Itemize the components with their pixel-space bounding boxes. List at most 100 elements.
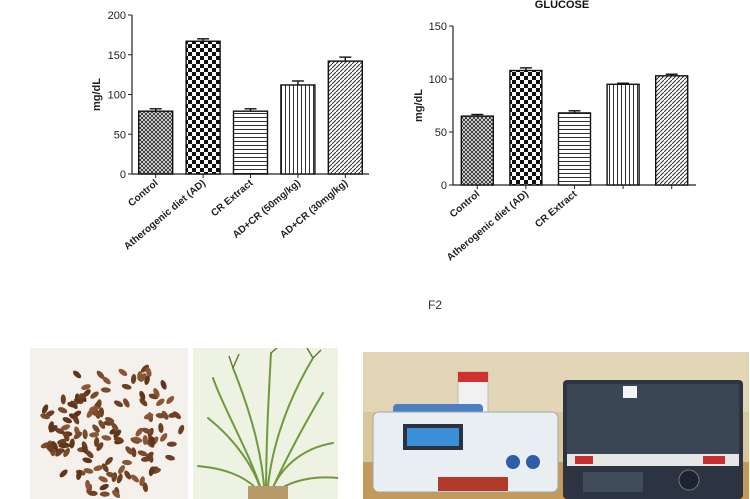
seed (89, 432, 100, 438)
seed (72, 370, 82, 379)
x-tick-label: CR Extract (209, 177, 256, 219)
x-tick-label: Control (126, 178, 160, 209)
y-tick-label: 100 (429, 74, 447, 86)
lab-analyzer-image (363, 352, 749, 499)
seed (102, 376, 111, 385)
seed (58, 442, 69, 449)
y-tick-label: 0 (441, 180, 447, 192)
grass-plant-image (193, 348, 338, 499)
seed (89, 405, 99, 412)
seed (166, 441, 177, 447)
seed (57, 407, 68, 414)
seed (99, 483, 109, 491)
seed (178, 424, 185, 435)
seed (72, 410, 82, 418)
seed (137, 450, 148, 457)
seed (111, 422, 119, 432)
seed (59, 469, 68, 478)
seed (90, 391, 99, 399)
y-tick-label: 150 (108, 50, 126, 62)
grass-plant-photo (193, 348, 338, 499)
seed (41, 404, 49, 414)
seed (48, 421, 54, 431)
y-axis-label: mg/dL (91, 78, 103, 111)
y-tick-label: 150 (429, 21, 447, 33)
seed (83, 468, 94, 474)
y-tick-label: 200 (108, 10, 126, 22)
seed (143, 413, 154, 420)
seed (99, 491, 110, 497)
seed (82, 429, 88, 440)
seed (101, 463, 109, 473)
seed (98, 476, 108, 483)
seed (82, 457, 93, 464)
seed (139, 390, 146, 401)
seed (125, 446, 133, 455)
seed (51, 441, 58, 451)
seed (113, 400, 124, 408)
seed (121, 383, 132, 390)
seed (141, 427, 152, 434)
seed (140, 364, 150, 373)
seed (158, 423, 164, 433)
bar (280, 84, 316, 175)
seed (112, 490, 121, 499)
y-tick-label: 100 (108, 90, 126, 102)
bar (606, 83, 640, 186)
bar (232, 110, 269, 175)
seed (172, 411, 181, 420)
seed (96, 370, 105, 379)
seed (100, 387, 111, 393)
seed (123, 398, 130, 408)
seed (63, 448, 71, 457)
seed (60, 424, 71, 431)
seed (148, 436, 155, 446)
seed (131, 447, 137, 458)
seed (47, 442, 53, 453)
seed (105, 456, 113, 466)
seed (101, 435, 112, 441)
seed (139, 476, 145, 487)
x-tick-label: Atherogenic diet (AD) (122, 178, 208, 252)
bar (185, 40, 221, 175)
seed (69, 438, 75, 449)
seed (165, 454, 175, 461)
seed (156, 398, 165, 406)
glucose-bar-chart: 0 50 100 150 mg/dL GLUCOSE ControlAtherogenic … (413, 0, 696, 263)
seed (124, 470, 132, 480)
seed (139, 398, 148, 407)
seed (160, 433, 168, 442)
bar (509, 69, 543, 186)
seed (153, 388, 160, 398)
seed (73, 431, 83, 440)
seed (118, 368, 128, 377)
seed (76, 470, 82, 481)
x-tick-label: Atherogenic diet (AD) (445, 189, 531, 263)
bar (327, 60, 363, 175)
seed (139, 373, 147, 382)
seed (92, 424, 100, 433)
seed (96, 442, 104, 451)
seed (132, 436, 143, 443)
y-tick-label: 0 (120, 169, 126, 181)
seed (93, 437, 100, 447)
seed (148, 466, 155, 477)
seeds-photo (30, 348, 188, 499)
seed (98, 420, 106, 429)
y-axis-label: mg/dL (413, 89, 425, 122)
seed (104, 417, 115, 424)
bar (460, 115, 494, 186)
seed (130, 474, 140, 483)
seed (113, 429, 122, 438)
seed (145, 451, 154, 460)
seed (78, 392, 88, 400)
seed (40, 413, 50, 420)
seed (122, 459, 132, 466)
y-tick-label: 50 (114, 129, 126, 141)
seed (166, 396, 175, 404)
seed (81, 384, 91, 390)
seed (142, 482, 149, 493)
seed (161, 410, 169, 420)
bar (557, 112, 592, 186)
